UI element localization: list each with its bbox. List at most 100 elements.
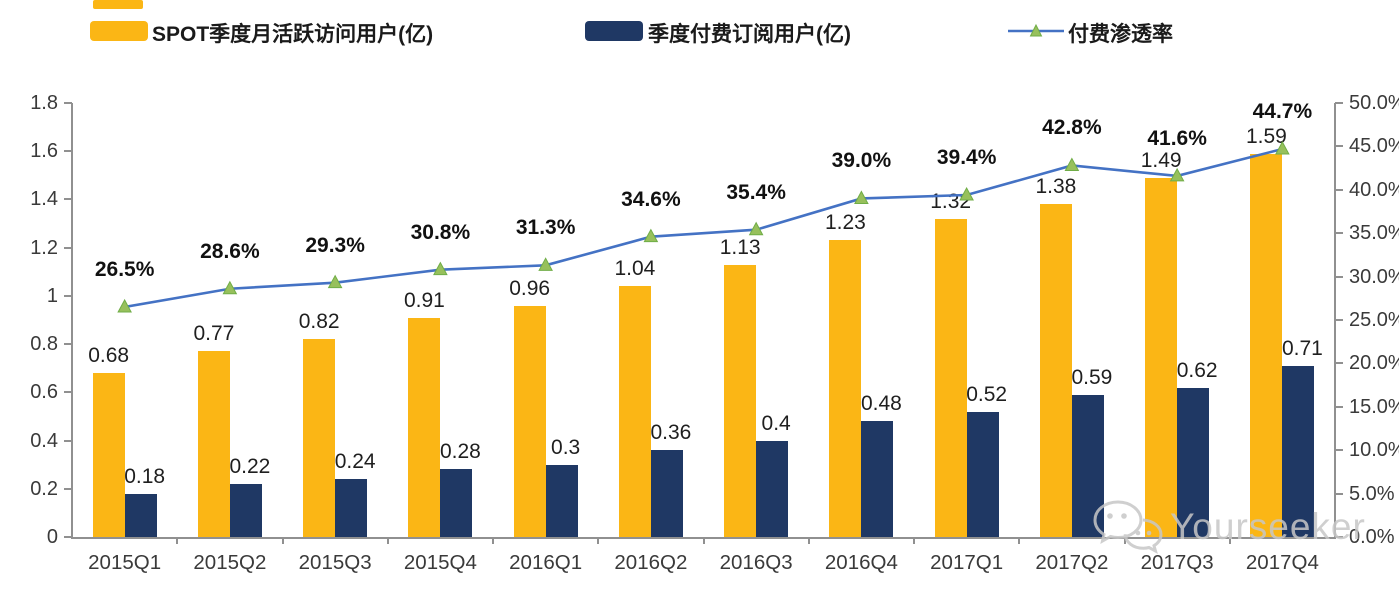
y-axis-tick [1335, 319, 1343, 321]
watermark: Yourseeker [1090, 496, 1366, 558]
x-axis-tick [281, 537, 284, 544]
line-marker [748, 221, 764, 236]
x-tick-label: 2015Q1 [88, 551, 162, 574]
bar-mau [408, 317, 441, 537]
y-tick-label-left: 1.2 [30, 236, 58, 259]
bar-subs [1177, 387, 1210, 537]
y-tick-label-right: 10.0% [1349, 439, 1399, 462]
bar-label-subs: 0.71 [1281, 336, 1323, 360]
line-point-label: 35.4% [726, 180, 786, 204]
line-point-label: 41.6% [1147, 126, 1207, 150]
x-axis-tick [176, 537, 179, 544]
y-tick-label-left: 1.8 [30, 92, 58, 114]
bar-label-subs: 0.18 [124, 464, 166, 488]
line-marker [327, 274, 343, 289]
x-tick-label: 2016Q2 [614, 551, 688, 574]
y-tick-label-right: 25.0% [1349, 309, 1399, 331]
bar-subs [335, 479, 368, 537]
bar-label-subs: 0.24 [334, 450, 376, 474]
x-axis-tick [807, 537, 810, 544]
line-point-label: 31.3% [515, 216, 576, 240]
line-point-label: 42.8% [1042, 116, 1102, 140]
legend-label-mau: SPOT季度月活跃访问用户(亿) [152, 23, 434, 46]
x-axis-tick [597, 537, 600, 544]
bar-mau [829, 240, 862, 537]
bar-label-subs: 0.36 [650, 421, 692, 445]
y-axis-right [1334, 103, 1336, 539]
y-axis-tick [1335, 536, 1343, 538]
line-point-label: 30.8% [410, 220, 471, 244]
y-tick-label-right: 20.0% [1349, 352, 1399, 375]
y-axis-tick [64, 102, 72, 104]
line-point-label: 29.3% [305, 233, 365, 257]
x-axis-tick [913, 537, 915, 544]
y-tick-label-right: 30.0% [1349, 265, 1399, 288]
bar-mau [724, 264, 757, 537]
y-axis-tick [64, 343, 72, 346]
bar-label-mau: 0.82 [298, 310, 340, 334]
line-marker [1064, 157, 1080, 171]
y-axis-tick [64, 246, 72, 249]
x-tick-label: 2016Q1 [509, 551, 583, 574]
bar-mau [1145, 177, 1178, 537]
y-tick-label-left: 0.8 [30, 333, 58, 356]
y-tick-label-left: 1 [46, 284, 58, 307]
x-tick-label: 2015Q2 [193, 551, 267, 574]
y-axis-tick [64, 150, 72, 153]
bar-subs [1282, 365, 1315, 537]
bar-subs [1071, 394, 1104, 537]
bar-label-mau: 1.13 [719, 235, 761, 259]
bar-label-subs: 0.59 [1071, 365, 1113, 389]
bar-label-subs: 0.22 [229, 454, 271, 478]
watermark-text: Yourseeker [1170, 506, 1366, 547]
bar-mau [303, 339, 336, 537]
y-axis-tick [1335, 232, 1343, 235]
bar-label-mau: 0.91 [403, 288, 445, 312]
x-tick-label: 2016Q3 [719, 551, 793, 574]
x-tick-label: 2017Q3 [1140, 551, 1214, 574]
legend-label-penetration: 付费渗透率 [1068, 23, 1173, 46]
y-axis-tick [1335, 145, 1343, 148]
y-tick-label-left: 0 [46, 526, 58, 548]
bar-label-mau: 1.49 [1140, 148, 1182, 172]
y-axis-tick [1335, 102, 1343, 104]
bar-label-subs: 0.28 [439, 440, 481, 464]
x-axis-tick [702, 537, 705, 544]
bar-label-mau: 1.04 [614, 257, 656, 281]
bar-mau [618, 286, 651, 537]
x-tick-label: 2015Q4 [403, 551, 477, 574]
y-axis-tick [1335, 188, 1343, 191]
wechat-icon [1093, 500, 1163, 555]
y-axis-tick [1335, 405, 1343, 408]
bar-label-subs: 0.3 [551, 435, 581, 459]
x-axis-tick [1123, 537, 1126, 544]
x-axis-tick [492, 537, 494, 544]
line-marker [222, 280, 238, 295]
x-axis-tick [1228, 537, 1231, 544]
line-point-label: 34.6% [621, 187, 681, 211]
y-axis-tick [1335, 449, 1343, 452]
bar-subs [966, 411, 999, 537]
y-axis-tick [64, 294, 72, 297]
x-tick-label: 2016Q4 [824, 551, 898, 574]
line-point-label: 39.0% [831, 149, 892, 173]
y-tick-label-left: 0.4 [30, 429, 58, 452]
bar-label-mau: 0.68 [88, 344, 130, 368]
bar-mau [197, 351, 230, 537]
y-tick-label-right: 35.0% [1349, 222, 1399, 245]
y-tick-label-right: 5.0% [1349, 482, 1395, 505]
bar-label-subs: 0.4 [761, 411, 791, 435]
bar-subs [545, 464, 578, 537]
x-tick-label: 2017Q1 [930, 551, 1004, 574]
y-axis-tick [64, 391, 72, 394]
line-point-label: 26.5% [94, 257, 155, 281]
y-tick-label-right: 50.0% [1349, 92, 1399, 114]
bar-label-subs: 0.62 [1176, 358, 1218, 382]
y-tick-label-left: 0.6 [30, 381, 58, 404]
bar-mau [92, 373, 125, 537]
bar-label-mau: 0.96 [509, 276, 551, 300]
bar-label-mau: 1.23 [824, 211, 866, 235]
y-tick-label-right: 45.0% [1349, 135, 1399, 158]
line-point-label: 39.4% [936, 146, 997, 169]
